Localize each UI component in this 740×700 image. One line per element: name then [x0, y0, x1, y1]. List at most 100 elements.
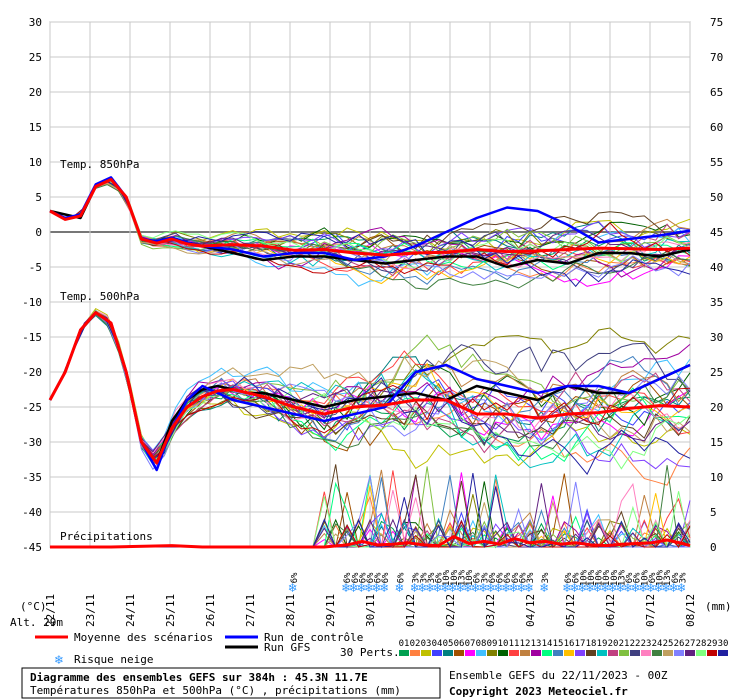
snow-pct-label: 6% [343, 572, 353, 583]
snow-pct-label: 13% [663, 569, 673, 586]
snowflake-icon: ❄ [394, 581, 404, 595]
left-tick-label: -25 [22, 401, 42, 414]
left-tick-label: 30 [29, 16, 42, 29]
panel-label-850: Temp. 850hPa [60, 158, 139, 171]
left-axis-unit: (°C) [20, 600, 47, 613]
snow-pct-label: 10% [610, 569, 620, 586]
pert-color-swatch [685, 650, 695, 656]
pert-color-swatch [652, 650, 662, 656]
pert-number: 01 [399, 639, 410, 649]
legend-snow-label: Risque neige [74, 653, 153, 666]
pert-number: 06 [454, 639, 465, 649]
pert-color-swatch [498, 650, 508, 656]
pert-number: 03 [421, 639, 432, 649]
pert-line [49, 309, 691, 470]
snowflake-icon: ❄ [509, 581, 519, 595]
x-tick-label: 22/11 [44, 594, 57, 627]
pert-number: 04 [432, 639, 443, 649]
pert-color-swatch [575, 650, 585, 656]
snow-pct-label: 6% [366, 572, 376, 583]
snow-pct-label: 10% [579, 569, 589, 586]
pert-line [49, 312, 691, 471]
snowflake-icon: ❄ [623, 581, 633, 595]
main-series-lines [48, 176, 691, 549]
right-tick-label: 65 [710, 86, 723, 99]
right-tick-label: 45 [710, 226, 723, 239]
snowflake-icon: ❄ [608, 581, 618, 595]
pert-number: 28 [696, 639, 707, 649]
pert-color-swatch [718, 650, 728, 656]
pert-color-swatch [619, 650, 629, 656]
snow-pct-label: 10% [640, 569, 650, 586]
x-tick-label: 30/11 [364, 594, 377, 627]
pert-number: 16 [564, 639, 575, 649]
snowflake-icon: ❄ [494, 581, 504, 595]
pert-number: 05 [443, 639, 454, 649]
pert-number: 13 [531, 639, 542, 649]
right-tick-label: 55 [710, 156, 723, 169]
pert-line [49, 310, 691, 459]
snowflake-icon: ❄ [661, 581, 671, 595]
pert-color-swatch [421, 650, 431, 656]
x-tick-label: 04/12 [524, 594, 537, 627]
pert-color-swatch [707, 650, 717, 656]
pert-line [49, 310, 691, 458]
x-tick-label: 27/11 [244, 594, 257, 627]
snowflake-icon: ❄ [646, 581, 656, 595]
pert-number: 07 [465, 639, 476, 649]
snowflake-icon: ❄ [478, 581, 488, 595]
snow-pct-label: 3% [427, 572, 437, 583]
x-tick-label: 28/11 [284, 594, 297, 627]
pert-number: 26 [674, 639, 685, 649]
pert-color-swatch [597, 650, 607, 656]
pert-color-swatch [531, 650, 541, 656]
series-line [49, 178, 691, 257]
snow-pct-label: 10% [587, 569, 597, 586]
left-tick-label: -30 [22, 436, 42, 449]
snowflake-icon: ❄ [364, 581, 374, 595]
pert-number: 24 [652, 639, 663, 649]
snowflake-icon: ❄ [585, 581, 595, 595]
pert-number: 02 [410, 639, 421, 649]
snow-pct-label: 3% [678, 572, 688, 583]
pert-color-swatch [663, 650, 673, 656]
x-tick-label: 01/12 [404, 594, 417, 627]
pert-number: 17 [575, 639, 586, 649]
pert-number: 29 [707, 639, 718, 649]
snowflake-icon: ❄ [524, 581, 534, 595]
right-tick-label: 20 [710, 401, 723, 414]
chart-subtitle: Températures 850hPa et 500hPa (°C) , pré… [30, 684, 401, 697]
snow-pct-label: 3% [412, 572, 422, 583]
series-line [48, 311, 691, 465]
right-tick-label: 10 [710, 471, 723, 484]
snow-pct-label: 6% [374, 572, 384, 583]
pert-line [49, 313, 691, 456]
snowflake-icon: ❄ [654, 581, 664, 595]
pert-number: 14 [542, 639, 553, 649]
snowflake-icon: ❄ [463, 581, 473, 595]
legend: Moyenne des scénarios Run de contrôle Ru… [35, 631, 728, 667]
left-tick-label: 15 [29, 121, 42, 134]
pert-number: 12 [520, 639, 531, 649]
chart-title: Diagramme des ensembles GEFS sur 384h : … [30, 671, 368, 684]
x-tick-label: 25/11 [164, 594, 177, 627]
pert-color-swatch [674, 650, 684, 656]
right-tick-label: 0 [710, 541, 717, 554]
x-tick-label: 07/12 [644, 594, 657, 627]
snowflake-icon: ❄ [372, 581, 382, 595]
left-tick-label: -5 [29, 261, 42, 274]
right-tick-label: 75 [710, 16, 723, 29]
pert-color-swatch [465, 650, 475, 656]
left-tick-label: -15 [22, 331, 42, 344]
pert-number: 25 [663, 639, 674, 649]
snowflake-icon: ❄ [455, 581, 465, 595]
snow-pct-label: 10% [465, 569, 475, 586]
x-tick-label: 23/11 [84, 594, 97, 627]
x-tick-label: 03/12 [484, 594, 497, 627]
snow-pct-label: 6% [435, 572, 445, 583]
snowflake-icon: ❄ [440, 581, 450, 595]
left-tick-label: -45 [22, 541, 42, 554]
snow-pct-label: 6% [648, 572, 658, 583]
snowflake-icon: ❄ [570, 581, 580, 595]
